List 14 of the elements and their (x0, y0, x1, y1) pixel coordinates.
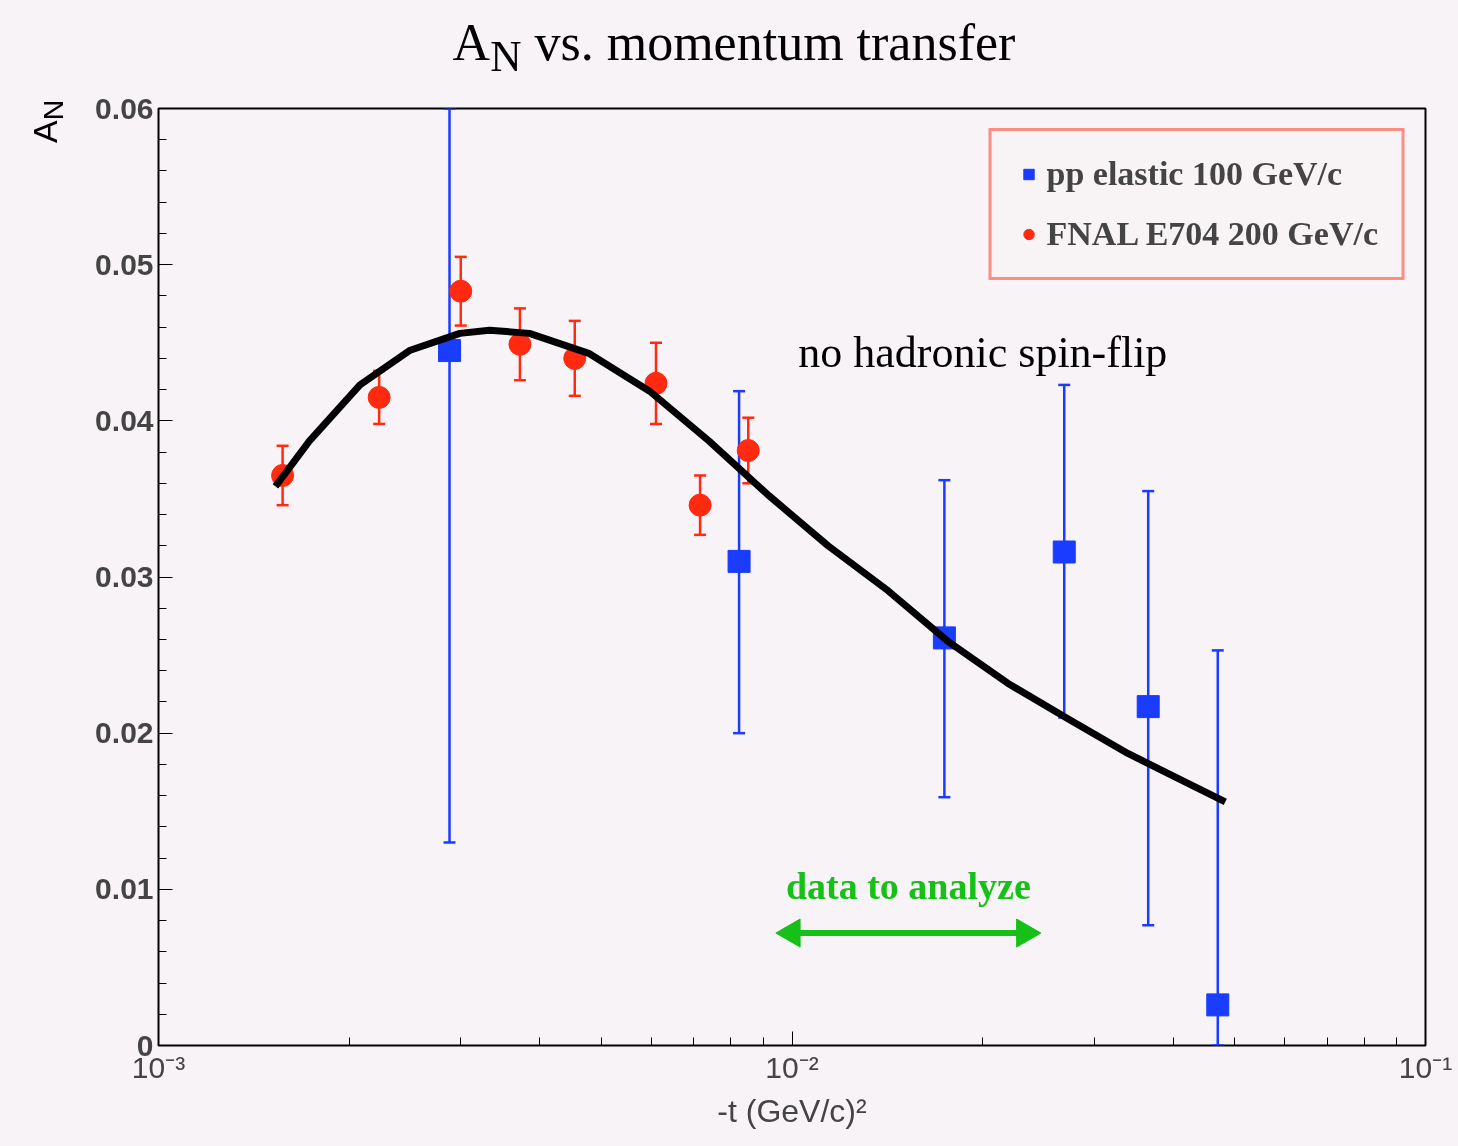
x-axis-title: -t (GeV/c)² (717, 1092, 868, 1129)
y-tick-label: 0.05 (95, 247, 154, 281)
x-tick-label: 10⁻¹ (1398, 1050, 1453, 1084)
x-tick-label: 10⁻² (765, 1050, 819, 1084)
y-tick-label: 0.04 (95, 403, 154, 437)
y-tick-label: 0.02 (95, 716, 154, 750)
chart-title: A$_{N}$ vs. momentum transfer (452, 13, 1016, 83)
y-tick-label: 0.06 (95, 91, 154, 125)
y-tick-label: 0.03 (95, 560, 154, 593)
y-tick-label: 0.01 (95, 872, 154, 906)
legend-label: pp elastic 100 GeV/c (1046, 155, 1343, 193)
series-label: data to analyze (785, 865, 1031, 908)
annotation: no hadronic spin-flip (798, 327, 1168, 377)
legend-label: FNAL E704 200 GeV/c (1046, 215, 1378, 253)
